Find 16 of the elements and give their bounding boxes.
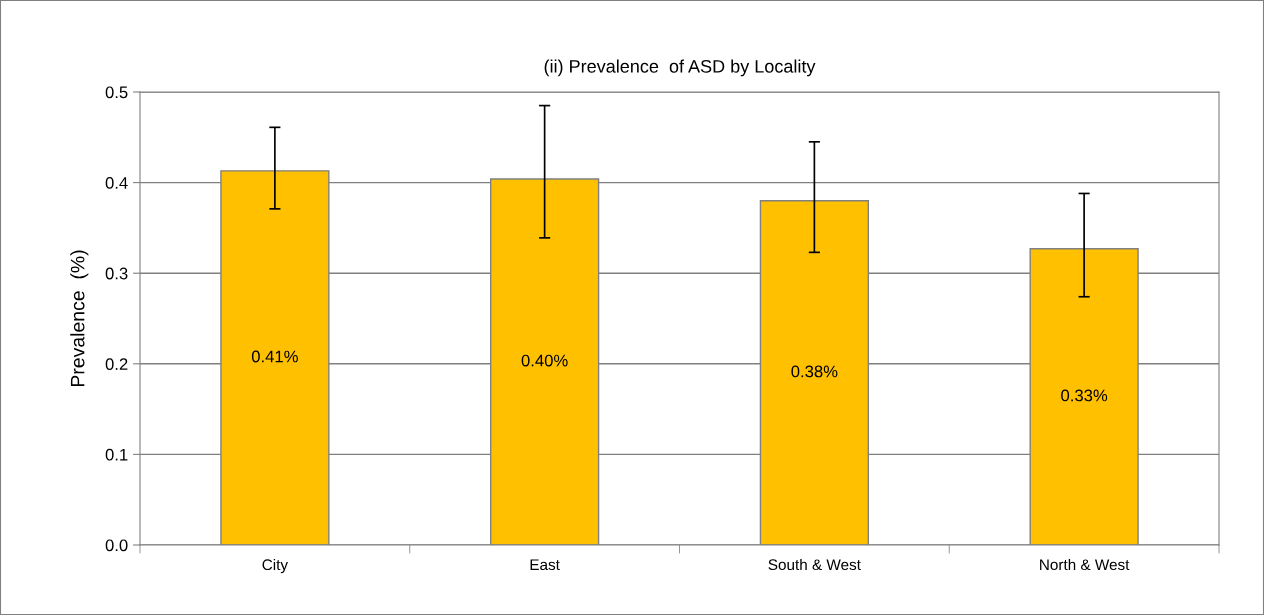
data-label: 0.41% <box>251 350 298 363</box>
x-tick-label: East <box>530 559 560 571</box>
data-label: 0.38% <box>791 365 838 378</box>
x-tick-label: North & West <box>1040 558 1130 571</box>
y-tick-label: 0.3 <box>105 267 128 280</box>
y-axis-title: Prevalence (%) <box>70 250 89 387</box>
chart-title: (ii) Prevalence of ASD by Locality <box>544 59 816 77</box>
y-tick-label: 0.4 <box>105 177 128 189</box>
y-tick-label: 0.1 <box>105 448 128 461</box>
y-tick-label: 0.5 <box>105 86 128 99</box>
x-tick-label: South & West <box>768 558 861 571</box>
data-label: 0.40% <box>521 354 568 367</box>
y-tick-label: 0.0 <box>105 539 128 552</box>
data-label: 0.33% <box>1061 389 1108 402</box>
x-tick-label: City <box>262 558 288 574</box>
y-tick-label: 0.2 <box>105 358 128 370</box>
